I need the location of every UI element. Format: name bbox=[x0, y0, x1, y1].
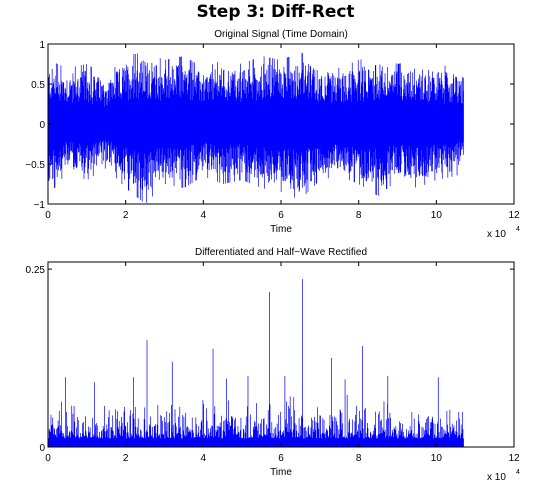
x-tick-label: 6 bbox=[278, 210, 284, 221]
x-tick-label: 2 bbox=[123, 210, 129, 221]
x-exponent-label: x 10 bbox=[487, 229, 506, 240]
series-line bbox=[48, 279, 464, 447]
x-tick-label: 6 bbox=[278, 453, 284, 464]
x-exponent-label: x 10 bbox=[487, 472, 506, 483]
series-line bbox=[48, 52, 464, 203]
original-signal-chart: Original Signal (Time Domain)0 2 4 6 8 10 12−1… bbox=[25, 29, 520, 240]
chart-title: Differentiated and Half−Wave Rectified bbox=[195, 247, 367, 258]
x-tick-label: 12 bbox=[508, 453, 520, 464]
x-tick-label: 8 bbox=[356, 453, 362, 464]
rectified-signal-chart: Differentiated and Half−Wave Rectified 0 2… bbox=[26, 247, 520, 483]
x-tick-label: 0 bbox=[45, 453, 51, 464]
x-tick-label: 10 bbox=[431, 210, 443, 221]
y-tick-label: 0.5 bbox=[31, 80, 45, 91]
x-exponent-power: 4 bbox=[516, 226, 520, 233]
y-tick-label: −0.5 bbox=[25, 160, 45, 171]
y-tick-label: 1 bbox=[39, 40, 45, 51]
x-tick-label: 4 bbox=[201, 210, 207, 221]
chart-title: Original Signal (Time Domain) bbox=[214, 29, 348, 40]
y-tick-label: 0 bbox=[39, 120, 45, 131]
page-title: Step 3: Diff-Rect bbox=[196, 2, 355, 22]
x-axis-label: Time bbox=[270, 467, 292, 478]
y-tick-label: −1 bbox=[34, 200, 46, 211]
y-tick-label: 0 bbox=[39, 443, 45, 454]
x-tick-label: 10 bbox=[431, 453, 443, 464]
y-tick-label: 0.25 bbox=[26, 265, 46, 276]
x-tick-label: 12 bbox=[508, 210, 520, 221]
x-axis-label: Time bbox=[270, 224, 292, 235]
x-tick-label: 8 bbox=[356, 210, 362, 221]
x-tick-label: 2 bbox=[123, 453, 129, 464]
x-exponent-power: 4 bbox=[516, 469, 520, 476]
x-tick-label: 4 bbox=[201, 453, 207, 464]
x-tick-label: 0 bbox=[45, 210, 51, 221]
